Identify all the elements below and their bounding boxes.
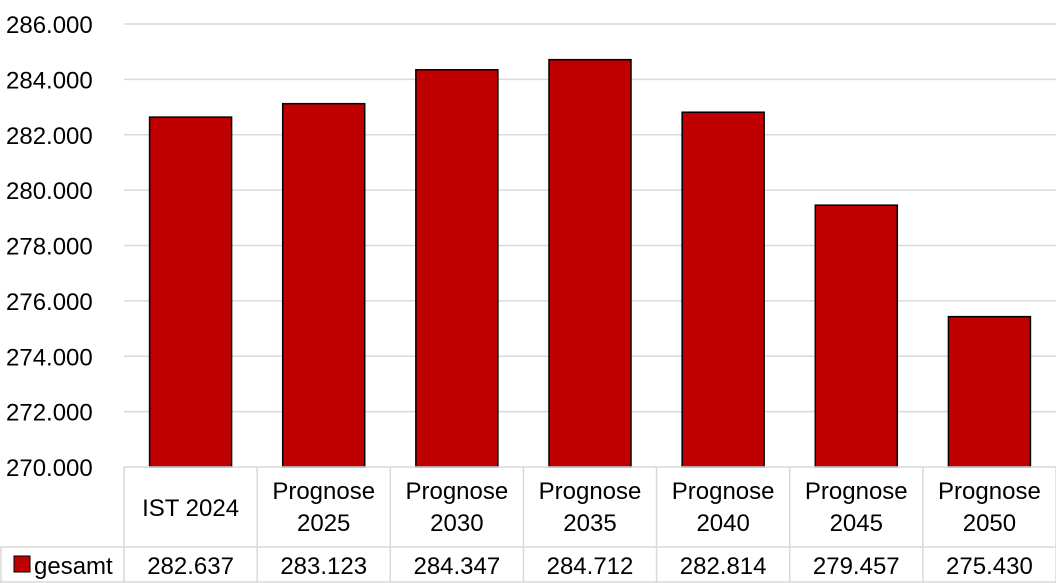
y-tick-label: 286.000 — [6, 12, 93, 39]
bars — [148, 58, 1032, 468]
y-tick-label: 280.000 — [6, 178, 93, 205]
value-cell: 283.123 — [280, 553, 367, 580]
y-axis-ticks: 270.000 272.000 274.000 276.000 278.000 280.0… — [6, 12, 93, 482]
category-label: IST 2024 — [142, 495, 239, 522]
y-tick-label: 270.000 — [6, 455, 93, 482]
y-tick-label: 272.000 — [6, 400, 93, 427]
legend-swatch — [13, 555, 31, 573]
y-tick-label: 282.000 — [6, 123, 93, 150]
y-tick-label: 278.000 — [6, 234, 93, 261]
value-cell: 284.347 — [413, 553, 500, 580]
category-label: Prognose 2025 — [272, 478, 375, 537]
value-cell: 284.712 — [547, 553, 634, 580]
bar — [148, 116, 233, 468]
category-label: Prognose 2035 — [539, 478, 642, 537]
data-table: IST 2024 Prognose 2025 Prognose 2030 Prognose… — [0, 466, 1056, 583]
value-cell: 279.457 — [813, 553, 900, 580]
bar — [814, 204, 899, 468]
bar — [681, 111, 765, 468]
bar — [281, 102, 366, 468]
value-cell: 282.814 — [680, 553, 767, 580]
value-cell: 275.430 — [946, 553, 1033, 580]
value-cell: 282.637 — [147, 553, 234, 580]
bar — [947, 315, 1032, 468]
legend-label: gesamt — [34, 553, 113, 580]
category-label: Prognose 2045 — [805, 478, 908, 537]
category-label: Prognose 2030 — [405, 478, 508, 537]
y-tick-label: 284.000 — [6, 67, 93, 94]
category-label: Prognose 2050 — [938, 478, 1041, 537]
bar — [548, 58, 632, 468]
bar — [415, 69, 499, 468]
category-label: Prognose 2040 — [672, 478, 775, 537]
y-tick-label: 276.000 — [6, 289, 93, 316]
y-tick-label: 274.000 — [6, 344, 93, 371]
